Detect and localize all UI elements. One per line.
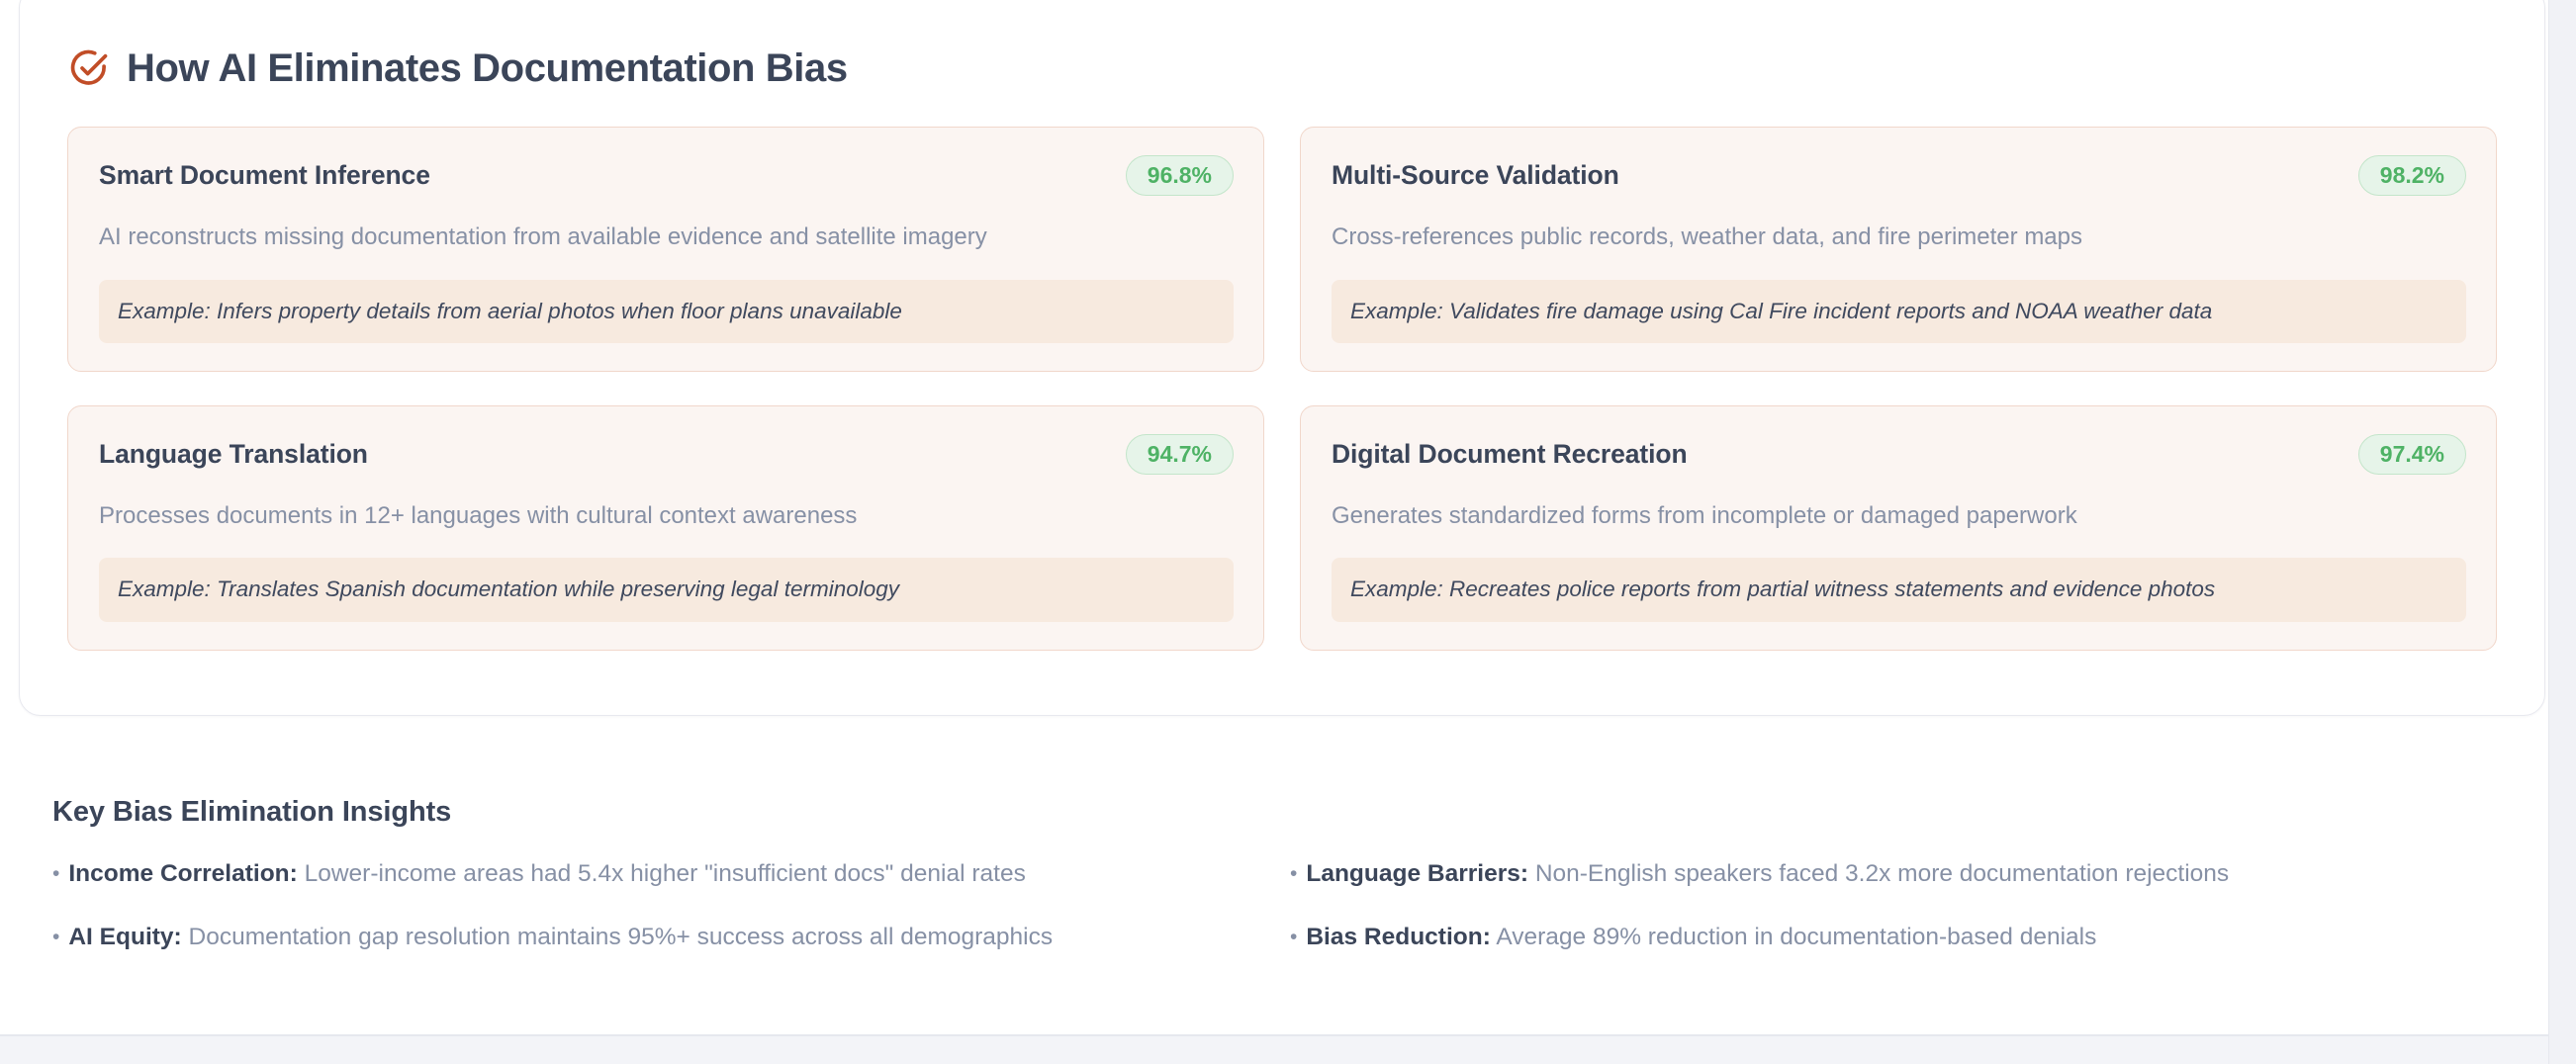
card-description: Processes documents in 12+ languages wit… bbox=[99, 501, 858, 529]
card-header: Digital Document Recreation 97.4% bbox=[1332, 433, 2466, 475]
insight-label: AI Equity: bbox=[68, 923, 182, 950]
insight-value: Non-English speakers faced 3.2x more doc… bbox=[1534, 860, 2230, 887]
page-title: How AI Eliminates Documentation Bias bbox=[127, 46, 848, 90]
documentation-bias-panel: How AI Eliminates Documentation Bias Sma… bbox=[19, 0, 2545, 716]
bullet-icon: • bbox=[1290, 925, 1298, 948]
insight-label: Bias Reduction: bbox=[1306, 923, 1491, 950]
insights-grid: • Income Correlation: Lower-income areas… bbox=[52, 858, 2476, 953]
insight-value: Documentation gap resolution maintains 9… bbox=[188, 923, 1054, 950]
card-header: Multi-Source Validation 98.2% bbox=[1332, 155, 2466, 197]
insight-item: • AI Equity: Documentation gap resolutio… bbox=[52, 922, 1239, 953]
bullet-icon: • bbox=[1290, 862, 1298, 885]
accuracy-badge: 94.7% bbox=[1125, 433, 1234, 475]
feature-card[interactable]: Digital Document Recreation 97.4% Genera… bbox=[1300, 404, 2497, 651]
insight-item: • Language Barriers: Non-English speaker… bbox=[1290, 858, 2476, 890]
accuracy-badge: 96.8% bbox=[1125, 155, 1234, 197]
card-title: Language Translation bbox=[99, 438, 368, 469]
insight-label: Language Barriers: bbox=[1306, 860, 1529, 887]
insight-body: AI Equity: Documentation gap resolution … bbox=[68, 922, 1053, 953]
card-title: Digital Document Recreation bbox=[1332, 438, 1688, 469]
insight-body: Language Barriers: Non-English speakers … bbox=[1306, 858, 2229, 890]
card-title: Multi-Source Validation bbox=[1332, 160, 1619, 190]
bottom-strip bbox=[0, 1035, 2548, 1064]
accuracy-badge: 98.2% bbox=[2357, 155, 2466, 197]
insight-item: • Bias Reduction: Average 89% reduction … bbox=[1290, 922, 2476, 953]
card-header: Smart Document Inference 96.8% bbox=[99, 155, 1234, 197]
feature-card-grid: Smart Document Inference 96.8% AI recons… bbox=[67, 127, 2497, 651]
card-example: Example: Recreates police reports from p… bbox=[1332, 558, 2466, 622]
insight-item: • Income Correlation: Lower-income areas… bbox=[52, 858, 1239, 890]
bullet-icon: • bbox=[52, 862, 60, 885]
insight-value: Average 89% reduction in documentation-b… bbox=[1496, 923, 2097, 950]
key-insights-section: Key Bias Elimination Insights • Income C… bbox=[52, 796, 2476, 953]
card-example: Example: Infers property details from ae… bbox=[99, 279, 1234, 343]
insight-label: Income Correlation: bbox=[68, 860, 298, 887]
feature-card[interactable]: Smart Document Inference 96.8% AI recons… bbox=[67, 127, 1264, 372]
card-title: Smart Document Inference bbox=[99, 160, 430, 190]
vertical-scrollbar[interactable] bbox=[2548, 0, 2576, 1064]
insight-body: Bias Reduction: Average 89% reduction in… bbox=[1306, 922, 2096, 953]
card-example: Example: Validates fire damage using Cal… bbox=[1332, 279, 2466, 343]
card-description: AI reconstructs missing documentation fr… bbox=[99, 223, 987, 251]
accuracy-badge: 97.4% bbox=[2357, 433, 2466, 475]
insight-value: Lower-income areas had 5.4x higher "insu… bbox=[304, 860, 1026, 887]
card-header: Language Translation 94.7% bbox=[99, 433, 1234, 475]
card-example: Example: Translates Spanish documentatio… bbox=[99, 558, 1234, 622]
card-description: Cross-references public records, weather… bbox=[1332, 223, 2082, 251]
feature-card[interactable]: Multi-Source Validation 98.2% Cross-refe… bbox=[1300, 127, 2497, 372]
card-description: Generates standardized forms from incomp… bbox=[1332, 501, 2077, 529]
insights-title: Key Bias Elimination Insights bbox=[52, 796, 452, 828]
feature-card[interactable]: Language Translation 94.7% Processes doc… bbox=[67, 404, 1264, 651]
circle-check-icon bbox=[67, 48, 109, 90]
section-header: How AI Eliminates Documentation Bias bbox=[67, 46, 2497, 91]
bullet-icon: • bbox=[52, 925, 60, 948]
bottom-divider bbox=[0, 1034, 2548, 1036]
insight-body: Income Correlation: Lower-income areas h… bbox=[68, 858, 1025, 890]
